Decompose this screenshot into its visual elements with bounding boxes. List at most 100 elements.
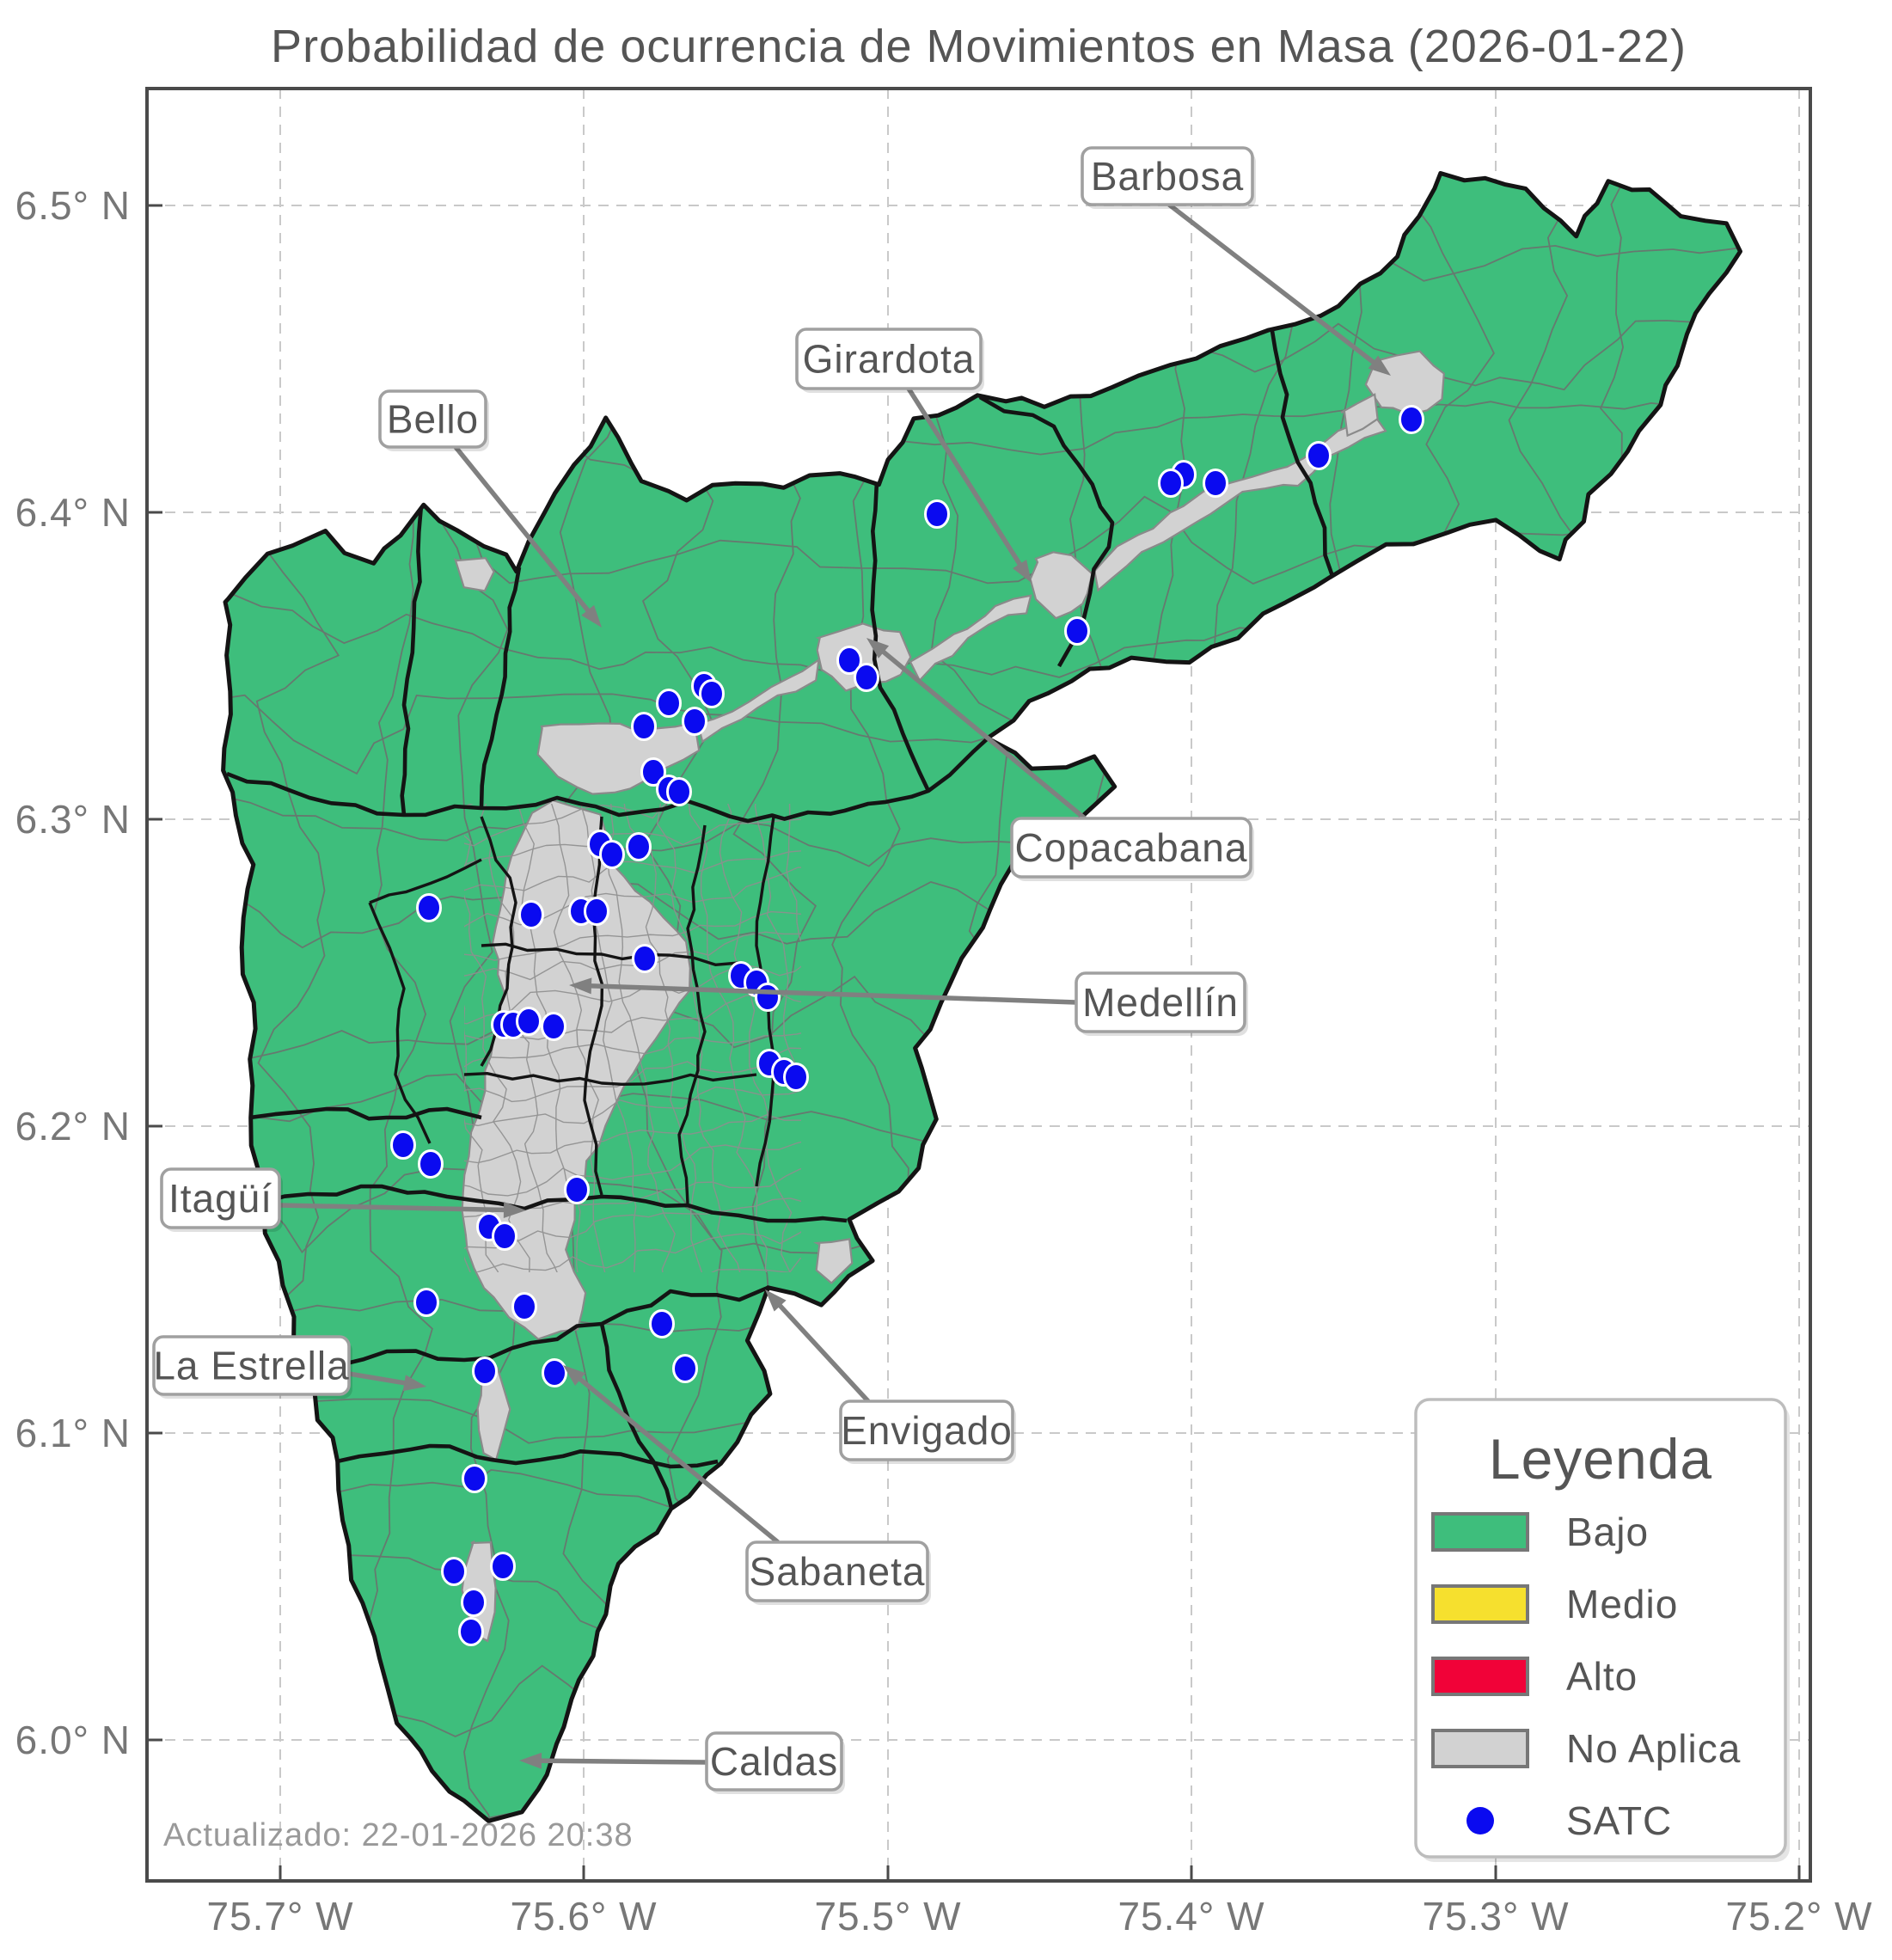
satc-point bbox=[461, 1588, 487, 1617]
satc-point bbox=[1158, 469, 1184, 498]
satc-points-layer bbox=[390, 405, 1424, 1646]
annotation-arrowhead bbox=[581, 604, 602, 628]
municipal-border bbox=[400, 505, 424, 816]
figure-title: Probabilidad de ocurrencia de Movimiento… bbox=[271, 21, 1687, 72]
municipality-label: Bello bbox=[387, 397, 479, 442]
y-tick-label: 6.2° N bbox=[15, 1104, 131, 1148]
urban-area bbox=[476, 1366, 511, 1462]
barrio-line bbox=[542, 804, 628, 1272]
x-tick-label: 75.5° W bbox=[814, 1894, 961, 1939]
barrio-line bbox=[464, 1193, 801, 1261]
label-box bbox=[1010, 817, 1252, 879]
annotation-girardota: Girardota bbox=[795, 328, 1032, 583]
satc-point bbox=[632, 944, 658, 973]
comuna-border bbox=[368, 902, 432, 1144]
urban-area bbox=[453, 557, 495, 592]
x-tick-label: 75.2° W bbox=[1725, 1894, 1872, 1939]
barrio-line bbox=[464, 1023, 801, 1080]
annotation-arrowhead bbox=[1013, 559, 1032, 583]
annotation-copacabana: Copacabana bbox=[866, 638, 1254, 881]
municipality-label: Barbosa bbox=[1091, 154, 1244, 199]
barrio-line bbox=[464, 931, 801, 994]
satc-point bbox=[836, 646, 862, 675]
annotation-arrowhead bbox=[569, 977, 592, 995]
satc-point bbox=[516, 1007, 542, 1036]
municipal-border bbox=[226, 736, 990, 824]
barrio-line bbox=[464, 813, 801, 876]
municipality-label: Copacabana bbox=[1015, 825, 1248, 870]
x-tick-label: 75.7° W bbox=[206, 1894, 353, 1939]
y-tick-label: 6.4° N bbox=[15, 490, 131, 535]
satc-point bbox=[1203, 469, 1228, 498]
legend-item-label: SATC bbox=[1566, 1798, 1672, 1843]
annotation-arrowhead bbox=[402, 1375, 426, 1392]
label-box bbox=[1075, 971, 1246, 1033]
satc-point bbox=[441, 1557, 467, 1586]
satc-point bbox=[599, 840, 625, 869]
label-box bbox=[705, 1731, 843, 1792]
annotation-arrow-line bbox=[906, 387, 1026, 573]
annotation-laestrella: La Estrella bbox=[152, 1335, 426, 1399]
satc-point bbox=[666, 777, 692, 806]
barrio-line bbox=[464, 867, 801, 946]
x-tick-label: 75.3° W bbox=[1422, 1894, 1569, 1939]
urban-area bbox=[815, 622, 912, 692]
label-box bbox=[378, 389, 487, 449]
annotation-arrow-line bbox=[582, 983, 1077, 1005]
plot-frame bbox=[145, 87, 1812, 1883]
barrio-line bbox=[464, 804, 481, 1272]
comuna-border bbox=[677, 824, 707, 1204]
municipal-border bbox=[249, 1106, 482, 1121]
satc-point bbox=[416, 893, 442, 922]
barrio-line bbox=[464, 804, 548, 1272]
satc-point bbox=[649, 1309, 675, 1338]
annotation-arrowhead bbox=[1368, 355, 1391, 376]
municipal-border bbox=[1270, 330, 1335, 577]
barrio-line bbox=[464, 961, 801, 1025]
barrio-line bbox=[713, 804, 801, 1272]
annotation-arrowhead bbox=[866, 638, 890, 658]
urban-area bbox=[909, 594, 1032, 683]
annotation-envigado: Envigado bbox=[765, 1289, 1016, 1464]
annotation-arrow-line bbox=[348, 1371, 414, 1387]
satc-point bbox=[541, 1012, 566, 1041]
y-tick-label: 6.3° N bbox=[15, 797, 131, 842]
annotation-arrow-line bbox=[279, 1203, 513, 1213]
municipality-label: Itagüí bbox=[168, 1176, 272, 1221]
satc-point bbox=[783, 1063, 809, 1092]
municipality-label: La Estrella bbox=[153, 1344, 349, 1388]
urban-area bbox=[1340, 393, 1379, 438]
annotation-arrow-line bbox=[1167, 202, 1382, 370]
municipality-label: Caldas bbox=[710, 1739, 838, 1784]
metro-area-low-probability bbox=[223, 173, 1741, 1822]
annotation-medelln: Medellín bbox=[569, 971, 1248, 1036]
annotation-bello: Bello bbox=[378, 389, 602, 628]
barrio-line bbox=[464, 1215, 801, 1272]
satc-point bbox=[390, 1130, 416, 1160]
satc-point bbox=[542, 1358, 567, 1387]
annotation-arrow-line bbox=[875, 644, 1087, 821]
legend-dot-satc bbox=[1466, 1807, 1494, 1834]
satc-point bbox=[490, 1552, 516, 1581]
urban-area bbox=[461, 798, 691, 1340]
urban-area bbox=[813, 1238, 854, 1284]
municipality-label: Girardota bbox=[803, 337, 976, 382]
legend-swatch-alto bbox=[1431, 1657, 1529, 1696]
label-box bbox=[1081, 146, 1254, 206]
satc-point bbox=[418, 1149, 444, 1179]
satc-point bbox=[656, 689, 682, 718]
satc-point bbox=[640, 757, 666, 787]
satc-point bbox=[1399, 405, 1424, 434]
satc-point bbox=[924, 499, 950, 529]
municipality-label: Medellín bbox=[1082, 980, 1239, 1025]
satc-point bbox=[462, 1464, 487, 1493]
annotation-arrowhead bbox=[503, 1201, 526, 1218]
label-box bbox=[152, 1335, 351, 1396]
satc-point bbox=[755, 983, 781, 1012]
y-tick-label: 6.5° N bbox=[15, 183, 131, 228]
annotation-arrow-line bbox=[532, 1758, 707, 1765]
satc-point bbox=[492, 1222, 517, 1251]
annotation-barbosa: Barbosa bbox=[1081, 146, 1391, 376]
legend-swatch-no_aplica bbox=[1431, 1729, 1529, 1768]
annotation-arrow-line bbox=[572, 1371, 780, 1545]
